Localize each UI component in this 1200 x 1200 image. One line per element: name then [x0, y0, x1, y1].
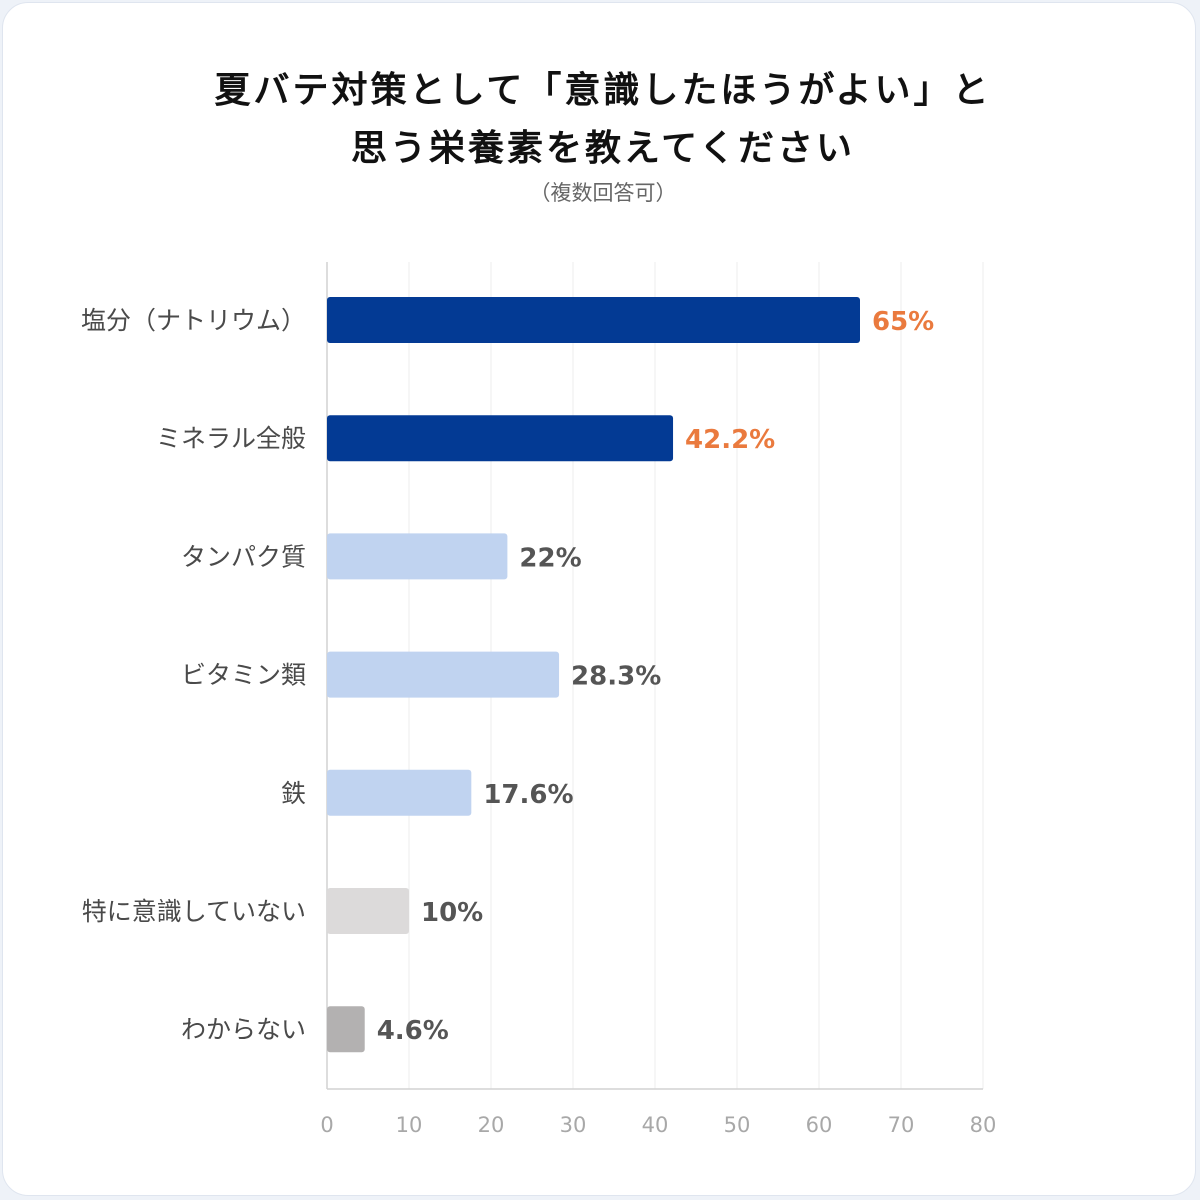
- category-label-1: 塩分（ナトリウム）: [81, 306, 306, 335]
- chart-title-line-2: 思う栄養素を教えてください: [350, 128, 856, 169]
- x-tick-label-80: 80: [970, 1113, 997, 1137]
- bar-1: [327, 297, 860, 343]
- category-label-2: ミネラル全般: [156, 424, 306, 453]
- bar-7: [327, 1006, 365, 1053]
- category-label-5: 鉄: [281, 779, 306, 808]
- value-label-7: 4.6%: [377, 1016, 449, 1046]
- value-label-3: 22%: [519, 543, 581, 573]
- category-label-3: タンパク質: [181, 542, 306, 571]
- value-label-1: 65%: [872, 307, 934, 337]
- bar-5: [327, 769, 472, 816]
- bar-3: [327, 533, 508, 580]
- chart-title-line-1: 夏バテ対策として「意識したほうがよい」と: [214, 70, 992, 111]
- x-tick-label-40: 40: [642, 1113, 669, 1137]
- x-tick-label-60: 60: [806, 1113, 833, 1137]
- bar-6: [327, 888, 409, 934]
- bar-4: [327, 651, 560, 698]
- category-label-4: ビタミン類: [181, 661, 306, 690]
- x-tick-label-0: 0: [320, 1113, 333, 1137]
- x-tick-label-50: 50: [724, 1113, 751, 1137]
- category-label-7: わからない: [181, 1015, 306, 1044]
- x-tick-label-20: 20: [478, 1113, 505, 1137]
- chart-subtitle: （複数回答可）: [529, 181, 677, 205]
- x-tick-label-70: 70: [888, 1113, 915, 1137]
- category-label-6: 特に意識していない: [82, 897, 306, 926]
- value-label-2: 42.2%: [685, 425, 775, 455]
- value-label-5: 17.6%: [483, 780, 573, 810]
- value-label-4: 28.3%: [571, 662, 661, 692]
- bar-2: [327, 415, 674, 462]
- x-tick-label-30: 30: [560, 1113, 587, 1137]
- x-tick-label-10: 10: [396, 1113, 423, 1137]
- value-label-6: 10%: [421, 898, 483, 928]
